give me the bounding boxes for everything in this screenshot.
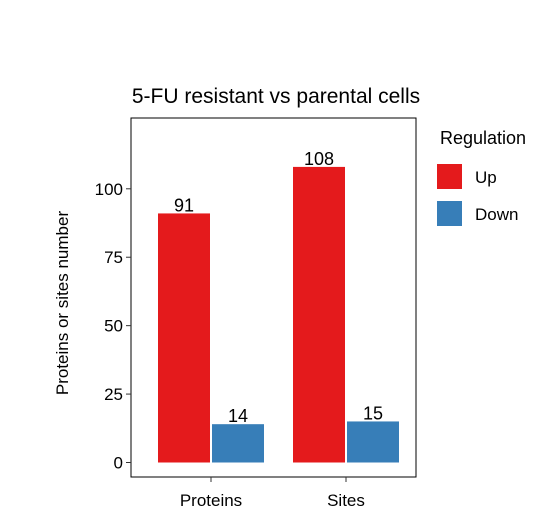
y-tick-label-100: 100	[95, 180, 123, 199]
chart-title: 5-FU resistant vs parental cells	[132, 85, 420, 108]
legend-swatch-up	[437, 164, 462, 189]
bar-proteins-up	[158, 213, 210, 463]
data-label-proteins-up: 91	[174, 195, 194, 215]
x-tick-label-sites: Sites	[327, 491, 365, 510]
data-label-proteins-down: 14	[228, 406, 248, 426]
y-tick-label-25: 25	[104, 385, 123, 404]
data-label-sites-up: 108	[304, 149, 334, 169]
legend: Up Down	[437, 164, 518, 226]
y-tick-label-0: 0	[114, 454, 123, 473]
legend-swatch-down	[437, 201, 462, 226]
x-axis: Proteins Sites	[180, 477, 365, 510]
legend-label-down: Down	[475, 205, 518, 224]
x-tick-label-proteins: Proteins	[180, 491, 242, 510]
legend-title: Regulation	[440, 128, 526, 148]
legend-label-up: Up	[475, 168, 497, 187]
bar-sites-up	[293, 166, 345, 463]
y-axis: 0 25 50 75 100	[95, 180, 131, 473]
bars: 91 14 108 15	[158, 149, 399, 463]
y-axis-label: Proteins or sites number	[53, 211, 72, 396]
bar-proteins-down	[212, 424, 264, 463]
y-tick-label-50: 50	[104, 317, 123, 336]
y-tick-label-75: 75	[104, 248, 123, 267]
bar-sites-down	[347, 421, 399, 463]
data-label-sites-down: 15	[363, 403, 383, 423]
